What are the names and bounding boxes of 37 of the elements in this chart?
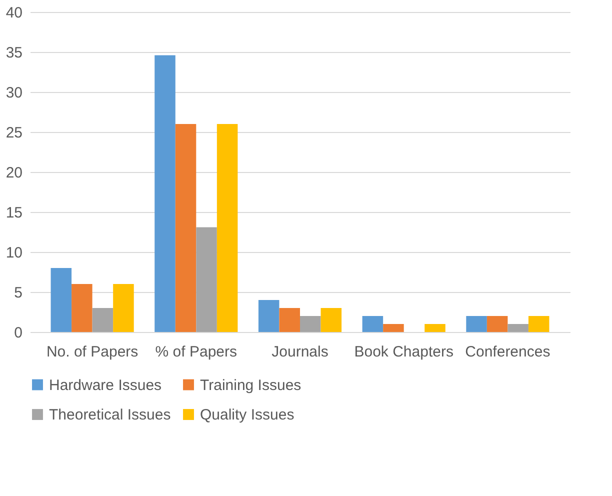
bar — [92, 308, 114, 332]
legend-label: Hardware Issues — [49, 376, 162, 394]
bar — [528, 316, 550, 332]
bar — [175, 124, 196, 332]
y-tick-label: 20 — [6, 164, 22, 182]
x-tick-label: Journals — [272, 344, 328, 360]
y-tick-label: 10 — [6, 244, 22, 262]
y-tick-label: 5 — [14, 284, 22, 302]
bar — [50, 268, 72, 332]
bar — [154, 55, 176, 332]
bar — [424, 324, 446, 332]
y-tick-label: 35 — [6, 44, 22, 62]
legend-label: Theoretical Issues — [49, 406, 171, 424]
y-tick-label: 30 — [6, 84, 22, 102]
y-tick-label: 40 — [6, 4, 22, 22]
bar — [486, 316, 508, 332]
x-tick-label: % of Papers — [155, 344, 238, 360]
bar — [383, 324, 404, 332]
bar — [508, 324, 528, 332]
bar — [300, 316, 321, 332]
bar — [258, 300, 280, 332]
bar — [216, 124, 238, 332]
bar — [320, 308, 342, 332]
x-tick-label: Conferences — [465, 344, 550, 360]
bar — [466, 316, 487, 332]
legend-label: Training Issues — [200, 376, 302, 394]
bar — [113, 284, 134, 332]
bar — [196, 227, 217, 332]
y-tick-label: 15 — [6, 204, 22, 222]
bar — [362, 316, 384, 332]
y-tick-label: 0 — [14, 324, 22, 342]
x-tick-label: Book Chapters — [354, 344, 454, 360]
bar — [279, 308, 300, 332]
y-tick-label: 25 — [6, 124, 22, 142]
legend-label: Quality Issues — [200, 406, 294, 424]
bar — [72, 284, 92, 332]
x-tick-label: No. of Papers — [46, 344, 138, 360]
